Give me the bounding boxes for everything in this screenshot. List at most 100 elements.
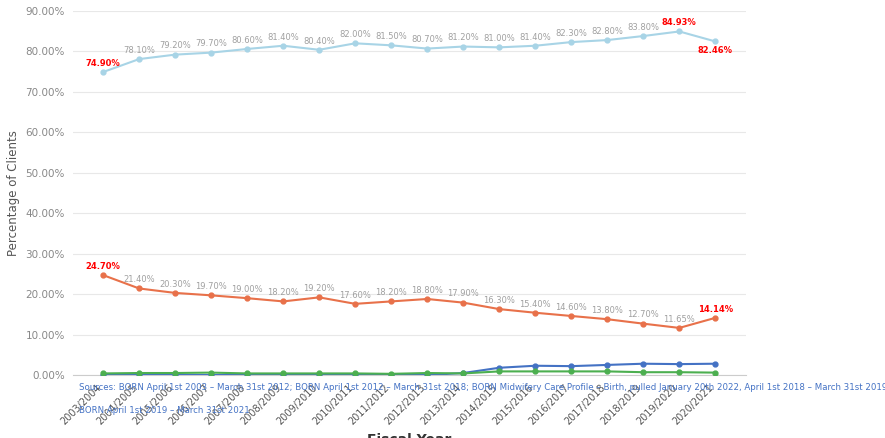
Hospital: [638, 33, 649, 39]
Birth Centre: [98, 372, 109, 378]
Other: [206, 370, 217, 375]
Hospital: [710, 39, 720, 44]
Hospital: [242, 46, 252, 52]
Other: [530, 369, 541, 374]
Other: [422, 371, 433, 376]
Text: 12.70%: 12.70%: [627, 311, 659, 319]
Birth Centre: [170, 372, 181, 378]
Home: [134, 286, 144, 291]
Text: 24.70%: 24.70%: [86, 262, 120, 271]
Text: 80.40%: 80.40%: [304, 37, 335, 46]
Other: [278, 371, 289, 376]
Text: 19.00%: 19.00%: [231, 285, 263, 294]
Other: [314, 371, 325, 376]
Home: [98, 272, 109, 278]
Text: 21.40%: 21.40%: [123, 276, 155, 284]
Other: [566, 369, 577, 374]
Text: 18.80%: 18.80%: [412, 286, 443, 295]
Text: 81.00%: 81.00%: [483, 34, 515, 43]
Hospital: [386, 42, 396, 48]
Birth Centre: [314, 372, 325, 378]
Text: Sources: BORN April 1st 2003 – March 31st 2012; BORN April 1st 2012 – March 31st: Sources: BORN April 1st 2003 – March 31s…: [80, 383, 885, 392]
Other: [638, 370, 649, 375]
Other: [350, 371, 360, 376]
Home: [242, 296, 252, 301]
Text: 18.20%: 18.20%: [267, 288, 299, 297]
Other: [386, 371, 396, 376]
Home: [350, 301, 360, 307]
Birth Centre: [566, 364, 577, 369]
Line: Birth Centre: Birth Centre: [101, 361, 718, 378]
Home: [530, 310, 541, 315]
Birth Centre: [674, 361, 685, 367]
Hospital: [350, 41, 360, 46]
Text: 82.00%: 82.00%: [339, 30, 371, 39]
Text: 78.10%: 78.10%: [123, 46, 155, 55]
Text: 81.40%: 81.40%: [519, 32, 551, 42]
Other: [170, 371, 181, 376]
Birth Centre: [350, 372, 360, 378]
Text: 82.30%: 82.30%: [556, 29, 588, 38]
X-axis label: Fiscal Year: Fiscal Year: [367, 433, 451, 438]
Other: [602, 369, 612, 374]
Hospital: [134, 57, 144, 62]
Birth Centre: [422, 372, 433, 378]
Birth Centre: [242, 372, 252, 378]
Text: 14.14%: 14.14%: [697, 305, 733, 314]
Birth Centre: [458, 371, 468, 376]
Hospital: [278, 43, 289, 48]
Birth Centre: [494, 365, 504, 371]
Other: [98, 371, 109, 376]
Text: 82.80%: 82.80%: [591, 27, 623, 36]
Home: [422, 297, 433, 302]
Home: [206, 293, 217, 298]
Text: 81.40%: 81.40%: [267, 32, 299, 42]
Birth Centre: [278, 372, 289, 378]
Other: [710, 370, 720, 375]
Home: [314, 295, 325, 300]
Hospital: [494, 45, 504, 50]
Birth Centre: [710, 361, 720, 366]
Hospital: [422, 46, 433, 51]
Text: 81.50%: 81.50%: [375, 32, 407, 41]
Text: 17.90%: 17.90%: [448, 290, 479, 298]
Other: [458, 371, 468, 376]
Hospital: [602, 37, 612, 42]
Birth Centre: [602, 362, 612, 367]
Home: [638, 321, 649, 326]
Hospital: [206, 50, 217, 55]
Text: 74.90%: 74.90%: [86, 59, 120, 68]
Hospital: [458, 44, 468, 49]
Other: [494, 369, 504, 374]
Text: 80.60%: 80.60%: [231, 36, 263, 45]
Text: 14.60%: 14.60%: [556, 303, 587, 312]
Y-axis label: Percentage of Clients: Percentage of Clients: [7, 130, 20, 256]
Hospital: [98, 69, 109, 74]
Other: [134, 371, 144, 376]
Text: 15.40%: 15.40%: [519, 300, 551, 309]
Text: 19.70%: 19.70%: [196, 282, 227, 291]
Text: 79.20%: 79.20%: [159, 42, 191, 50]
Home: [602, 317, 612, 322]
Other: [674, 370, 685, 375]
Text: 81.20%: 81.20%: [448, 33, 479, 42]
Birth Centre: [386, 372, 396, 378]
Hospital: [170, 52, 181, 57]
Birth Centre: [638, 361, 649, 366]
Text: 11.65%: 11.65%: [664, 315, 696, 324]
Hospital: [566, 39, 577, 45]
Text: 17.60%: 17.60%: [339, 291, 371, 300]
Birth Centre: [530, 363, 541, 368]
Home: [710, 315, 720, 321]
Text: 18.20%: 18.20%: [375, 288, 407, 297]
Text: 84.93%: 84.93%: [662, 18, 696, 27]
Birth Centre: [134, 372, 144, 378]
Text: 16.30%: 16.30%: [483, 296, 515, 305]
Text: 19.20%: 19.20%: [304, 284, 335, 293]
Home: [458, 300, 468, 305]
Text: BORN April 1st 2019 – March 31st 2021: BORN April 1st 2019 – March 31st 2021: [80, 406, 250, 415]
Line: Home: Home: [101, 273, 718, 330]
Hospital: [314, 47, 325, 53]
Home: [170, 290, 181, 296]
Birth Centre: [206, 372, 217, 378]
